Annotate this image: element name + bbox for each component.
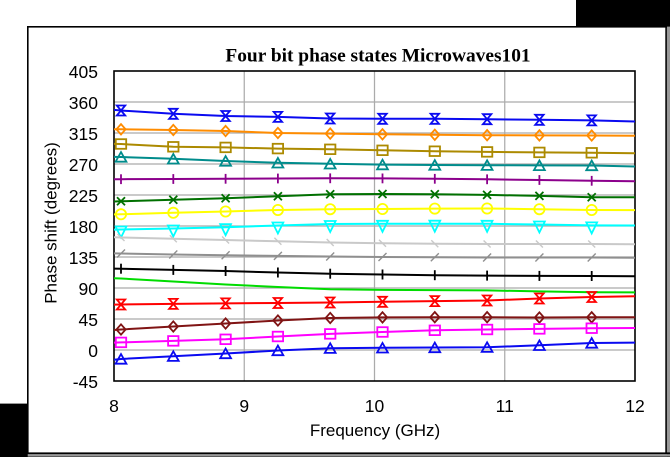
svg-text:45: 45 — [79, 310, 98, 330]
svg-text:90: 90 — [79, 279, 99, 299]
svg-text:0: 0 — [88, 341, 98, 361]
svg-text:Frequency (GHz): Frequency (GHz) — [310, 421, 440, 440]
svg-text:Four bit phase states Microwav: Four bit phase states Microwaves101 — [225, 45, 530, 66]
svg-text:225: 225 — [69, 186, 98, 206]
svg-text:Phase shift (degrees): Phase shift (degrees) — [42, 142, 61, 304]
svg-text:12: 12 — [625, 396, 644, 416]
svg-text:315: 315 — [69, 124, 98, 144]
svg-text:180: 180 — [69, 217, 98, 237]
svg-text:8: 8 — [109, 396, 119, 416]
svg-text:10: 10 — [365, 396, 385, 416]
svg-text:11: 11 — [496, 396, 514, 416]
svg-text:9: 9 — [239, 396, 249, 416]
svg-text:405: 405 — [69, 62, 98, 82]
svg-text:135: 135 — [69, 248, 98, 268]
svg-text:270: 270 — [69, 155, 98, 175]
svg-text:360: 360 — [69, 93, 98, 113]
svg-text:-45: -45 — [73, 372, 98, 392]
